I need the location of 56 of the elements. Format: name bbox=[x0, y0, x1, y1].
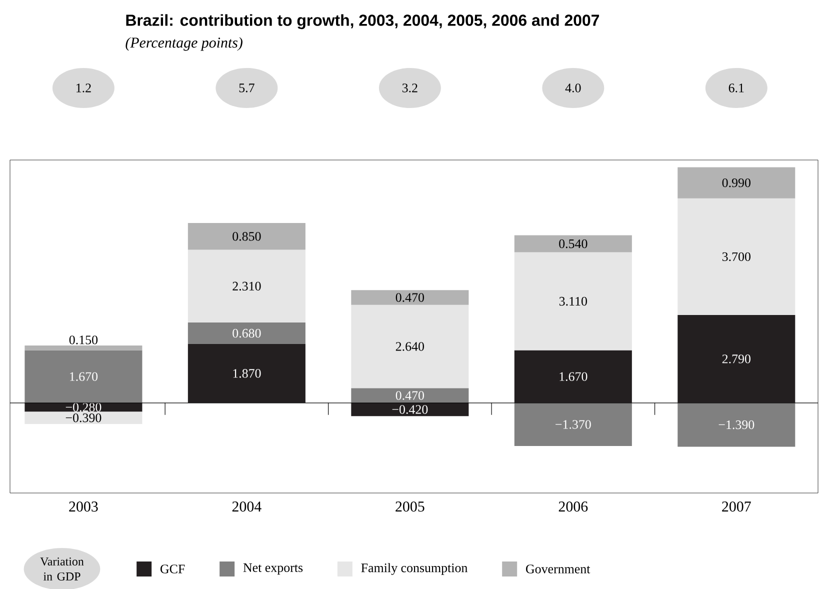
data-label: −1.390 bbox=[718, 420, 754, 430]
text: 1.2 bbox=[76, 84, 91, 92]
bar bbox=[24, 412, 142, 424]
data-label: 1.870 bbox=[233, 369, 261, 378]
bar bbox=[678, 315, 796, 403]
bar bbox=[351, 304, 469, 388]
data-label: 0.850 bbox=[232, 232, 261, 241]
data-label: 0.540 bbox=[559, 239, 588, 248]
chart-subtitle: (Percentage points) bbox=[126, 37, 242, 51]
data-label: 3.700 bbox=[722, 252, 750, 262]
bar bbox=[351, 290, 469, 305]
data-label: 3.110 bbox=[559, 296, 587, 306]
bar bbox=[188, 223, 306, 250]
data-label: 0.470 bbox=[396, 293, 424, 302]
data-label: 1.670 bbox=[70, 372, 98, 381]
data-label: 1.670 bbox=[560, 372, 588, 381]
bar bbox=[514, 350, 632, 403]
text: 5.7 bbox=[239, 84, 254, 92]
legend-label: GCF bbox=[160, 564, 185, 574]
legend-label: Net exports bbox=[243, 563, 303, 575]
data-label: 2.790 bbox=[722, 354, 750, 364]
data-label: 2.310 bbox=[232, 282, 261, 291]
x-tick-label: 2005 bbox=[396, 502, 424, 512]
x-tick-label: 2007 bbox=[722, 502, 751, 512]
data-label: 0.150 bbox=[69, 336, 98, 344]
chart-title: Brazil: contribution to growth, 2003, 2004, 2005, 2006 and 2007 bbox=[126, 14, 600, 30]
bar bbox=[351, 402, 469, 416]
bar bbox=[188, 322, 306, 344]
data-label: 0.470 bbox=[396, 391, 424, 400]
bar bbox=[188, 250, 306, 323]
bar bbox=[678, 198, 796, 315]
data-label: −0.280 bbox=[66, 402, 102, 412]
bar bbox=[24, 346, 142, 350]
data-label: −0.420 bbox=[392, 405, 428, 414]
data-label: −1.370 bbox=[556, 420, 591, 429]
bar bbox=[514, 402, 632, 446]
legend-label: Family consumption bbox=[361, 563, 468, 575]
bar bbox=[514, 235, 632, 252]
data-label: 2.640 bbox=[396, 342, 424, 351]
data-label: −0.390 bbox=[66, 413, 102, 422]
text: 6.1 bbox=[728, 84, 744, 92]
legend-label: Government bbox=[526, 564, 590, 574]
bar bbox=[24, 350, 142, 403]
bar bbox=[188, 344, 306, 403]
bar bbox=[678, 167, 796, 198]
text: Variation in GDP bbox=[40, 558, 84, 580]
bar bbox=[678, 402, 796, 447]
bar bbox=[351, 388, 469, 403]
x-tick-label: 2004 bbox=[232, 502, 262, 512]
bar bbox=[514, 252, 632, 350]
text: 4.0 bbox=[565, 84, 581, 92]
x-tick-label: 2006 bbox=[558, 502, 588, 512]
x-tick-label: 2003 bbox=[69, 502, 98, 512]
text: 3.2 bbox=[402, 84, 418, 92]
data-label: 0.990 bbox=[722, 178, 750, 188]
data-label: 0.680 bbox=[232, 328, 261, 338]
